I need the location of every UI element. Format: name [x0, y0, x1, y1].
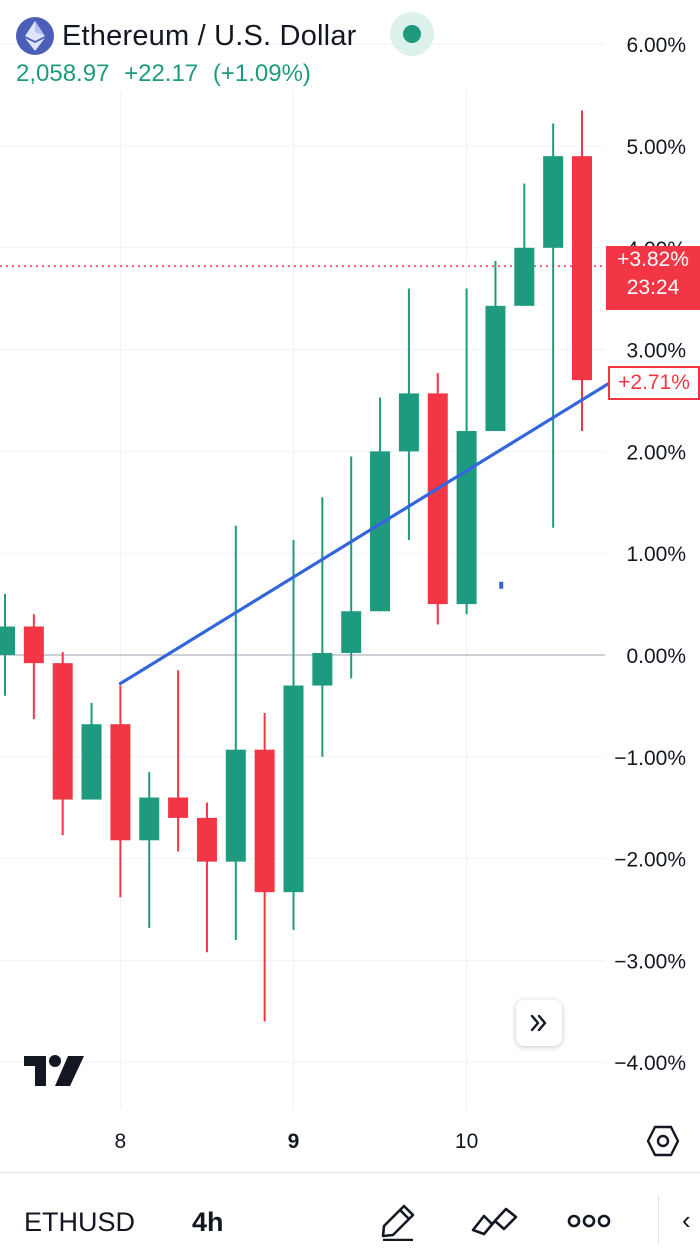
y-axis-label: 0.00% [626, 645, 686, 668]
ethereum-logo-icon [16, 17, 54, 55]
drawing-tools-icon[interactable] [470, 1201, 520, 1241]
candle-body [514, 247, 535, 306]
bottom-toolbar: ETHUSD 4h ‹ [0, 1172, 700, 1259]
candle-body [398, 393, 419, 452]
y-axis-label: −3.00% [614, 950, 686, 973]
candle-body [81, 724, 102, 800]
candle-body [52, 663, 73, 800]
last-price: 2,058.97 [16, 60, 110, 87]
instrument-title: Ethereum / U.S. Dollar [62, 19, 357, 52]
price-quote: 2,058.97 +22.17 (+1.09%) [16, 60, 319, 88]
y-axis-label: −4.00% [614, 1052, 686, 1075]
interval-selector[interactable]: 4h [192, 1207, 224, 1237]
double-chevron-right-icon [530, 1014, 547, 1032]
market-status-icon[interactable] [390, 12, 434, 56]
candle-body [283, 685, 304, 893]
y-axis-label: 6.00% [626, 34, 686, 57]
candle-body [341, 611, 362, 653]
drawing-marker [499, 581, 504, 589]
scroll-to-realtime-button[interactable] [516, 1000, 562, 1046]
trend-line [118, 380, 613, 686]
candle-body [196, 817, 217, 862]
last-price-tag: +3.82% 23:24 [606, 246, 700, 310]
symbol-header[interactable]: Ethereum / U.S. Dollar [16, 14, 357, 58]
y-axis-label: −1.00% [614, 747, 686, 770]
candle-body [139, 797, 160, 841]
back-icon[interactable]: ‹ [682, 1205, 691, 1235]
bar-countdown: 23:24 [626, 276, 680, 299]
candle-body [427, 393, 448, 605]
candle-body [110, 724, 131, 841]
candle-body [485, 305, 506, 432]
x-axis-label: 10 [455, 1130, 478, 1153]
candle-body [0, 626, 15, 655]
chart-settings-icon[interactable] [646, 1124, 680, 1158]
y-axis-label: 5.00% [626, 136, 686, 159]
candle-body [254, 749, 275, 893]
y-axis-label: 1.00% [626, 543, 686, 566]
toolbar-divider [658, 1195, 659, 1243]
candle-body [23, 626, 44, 664]
pencil-icon[interactable] [378, 1201, 418, 1241]
candle-body [370, 451, 391, 612]
candle-body [543, 156, 564, 248]
y-axis-label: −2.00% [614, 849, 686, 872]
trendline-price-tag: +2.71% [608, 366, 700, 400]
y-axis-label: 2.00% [626, 441, 686, 464]
symbol-selector[interactable]: ETHUSD [24, 1207, 136, 1237]
tradingview-logo [24, 1055, 84, 1086]
y-axis-label: 3.00% [626, 340, 686, 363]
candle-body [225, 749, 246, 862]
more-icon[interactable] [566, 1213, 612, 1229]
last-price-percent: +3.82% [617, 248, 689, 271]
candle-body [312, 652, 333, 686]
candle-body [456, 431, 477, 605]
price-change-percent: (+1.09%) [212, 60, 311, 87]
price-change: +22.17 [124, 60, 199, 87]
candle-body [168, 797, 189, 818]
x-axis-label: 8 [115, 1130, 127, 1153]
x-axis-label: 9 [288, 1130, 300, 1153]
candle-body [572, 156, 592, 381]
